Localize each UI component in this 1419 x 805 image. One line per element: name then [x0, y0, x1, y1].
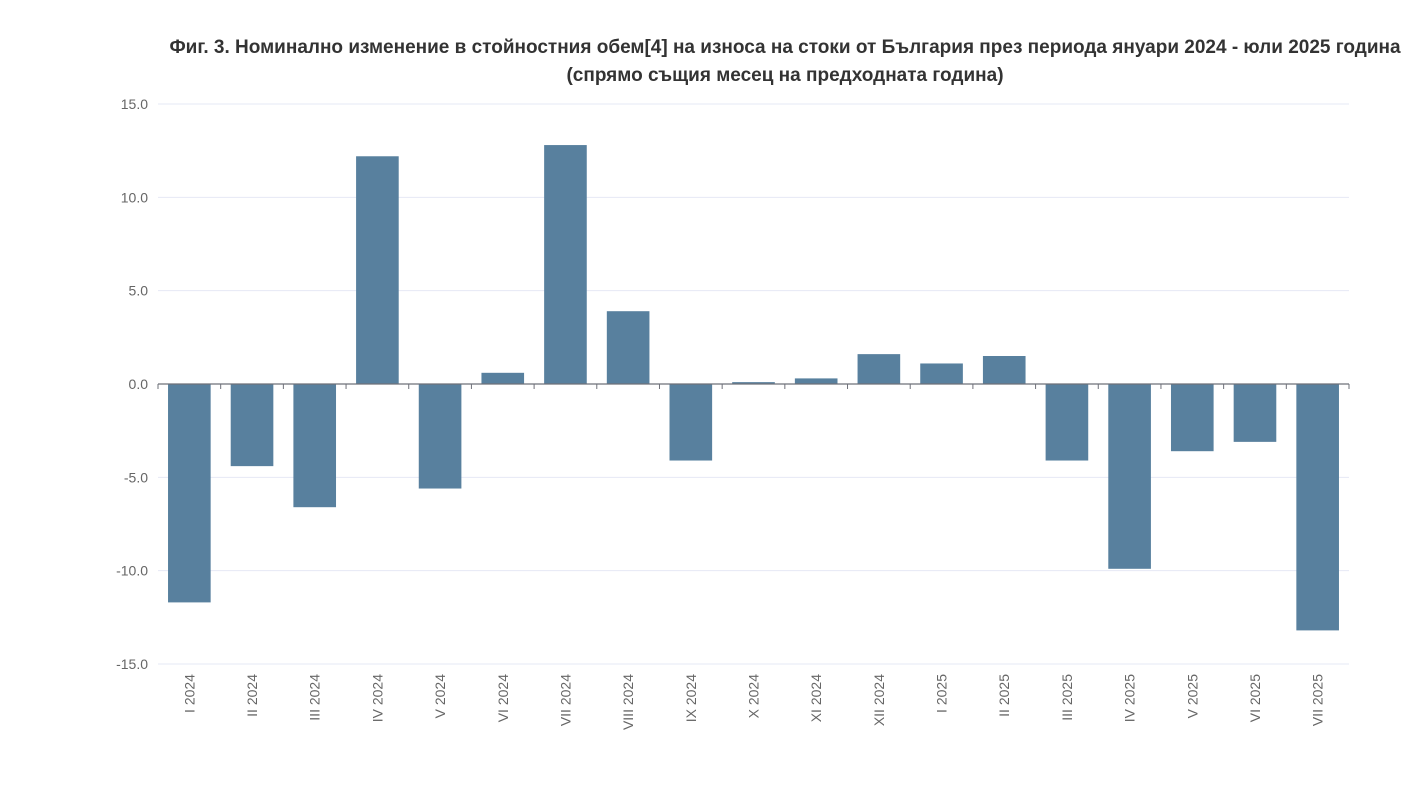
x-tick-label: V 2024: [432, 674, 448, 719]
y-tick-label: 15.0: [121, 96, 148, 112]
x-tick-label: IX 2024: [683, 674, 699, 722]
bar: [1108, 384, 1151, 569]
x-tick-label: II 2025: [996, 674, 1012, 717]
y-tick-label: -5.0: [124, 469, 148, 485]
x-tick-label: IV 2025: [1122, 674, 1138, 722]
x-tick-label: III 2024: [307, 674, 323, 721]
bar: [418, 384, 462, 489]
x-tick-label: III 2025: [1059, 674, 1075, 721]
chart-title: Фиг. 3. Номинално изменение в стойностни…: [169, 37, 1401, 86]
y-tick-label: 5.0: [129, 283, 149, 299]
bar: [1233, 384, 1277, 442]
bar: [1170, 384, 1214, 452]
x-tick-label: I 2025: [934, 674, 950, 713]
bar: [857, 354, 901, 384]
x-tick-label: I 2024: [181, 674, 197, 713]
x-tick-label: XI 2024: [808, 674, 824, 722]
bar: [544, 145, 587, 384]
y-tick-label: 10.0: [121, 189, 148, 205]
bar: [293, 384, 337, 508]
bar: [1296, 384, 1339, 631]
bar: [794, 378, 838, 384]
x-tick-label: II 2024: [244, 674, 260, 717]
bar: [982, 356, 1026, 384]
bar: [481, 372, 525, 384]
y-tick-label: -15.0: [116, 656, 148, 672]
x-tick-label: VI 2025: [1247, 674, 1263, 722]
x-tick-label: VII 2024: [557, 674, 573, 726]
y-tick-label: 0.0: [129, 376, 149, 392]
bar: [1045, 384, 1089, 461]
x-tick-label: VI 2024: [495, 674, 511, 722]
bar: [230, 384, 274, 467]
bar: [732, 382, 775, 384]
bar: [606, 311, 650, 384]
bar: [168, 384, 211, 603]
x-tick-label: VII 2025: [1310, 674, 1326, 726]
bar: [356, 156, 399, 384]
x-tick-label: V 2025: [1184, 674, 1200, 719]
bar: [920, 363, 963, 384]
x-tick-label: IV 2024: [369, 674, 385, 722]
x-tick-label: VIII 2024: [620, 674, 636, 730]
x-tick-label: X 2024: [746, 674, 762, 719]
x-tick-label: XII 2024: [871, 674, 887, 726]
bar: [669, 384, 713, 461]
y-tick-label: -10.0: [116, 563, 148, 579]
